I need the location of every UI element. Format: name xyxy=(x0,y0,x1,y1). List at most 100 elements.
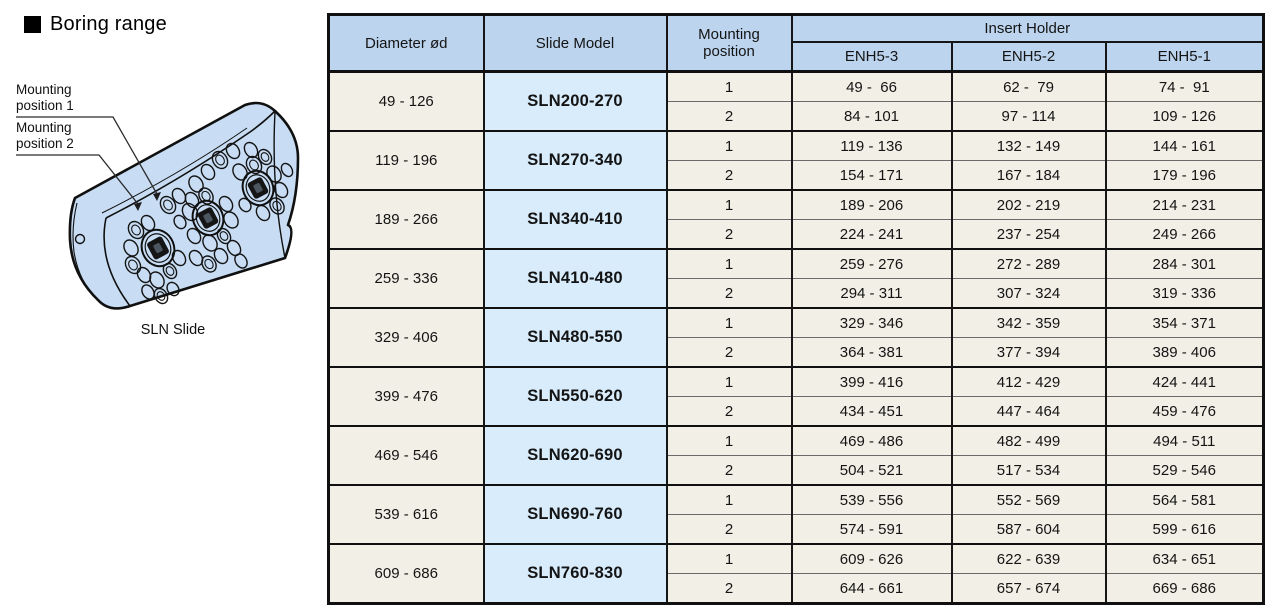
model-group: 49 - 126 SLN200-270 1 49 - 66 62 - 79 74… xyxy=(327,71,1265,131)
mounting-mark-2-icon xyxy=(134,202,142,211)
range-cell: 469 - 486 xyxy=(790,426,953,456)
diameter-cell: 609 - 686 xyxy=(327,544,485,604)
model-group: 539 - 616 SLN690-760 1 539 - 556 552 - 5… xyxy=(327,485,1265,544)
range-cell: 74 - 91 xyxy=(1104,71,1265,102)
model-cell: SLN760-830 xyxy=(482,544,668,604)
sln-slide-diagram xyxy=(16,101,300,310)
table-row: 2 294 - 311 307 - 324 319 - 336 xyxy=(329,278,1265,308)
range-cell: 154 - 171 xyxy=(790,160,953,190)
position-cell: 1 xyxy=(665,131,793,161)
range-cell: 144 - 161 xyxy=(1104,131,1265,161)
range-cell: 494 - 511 xyxy=(1104,426,1265,456)
table-row: 329 - 406 SLN480-550 1 329 - 346 342 - 3… xyxy=(327,308,1265,367)
table-row: 2 574 - 591 587 - 604 599 - 616 xyxy=(329,514,1265,544)
range-cell: 307 - 324 xyxy=(950,278,1107,308)
model-cell: SLN270-340 xyxy=(482,131,668,190)
range-cell: 587 - 604 xyxy=(950,514,1107,544)
range-cell: 294 - 311 xyxy=(790,278,953,308)
model-cell: SLN620-690 xyxy=(482,426,668,485)
range-cell: 214 - 231 xyxy=(1104,190,1265,220)
position-cell: 1 xyxy=(665,308,793,338)
range-cell: 564 - 581 xyxy=(1104,485,1265,515)
range-cell: 459 - 476 xyxy=(1104,396,1265,426)
position-cell: 1 xyxy=(665,367,793,397)
range-cell: 377 - 394 xyxy=(950,337,1107,367)
range-cell: 552 - 569 xyxy=(950,485,1107,515)
range-cell: 329 - 346 xyxy=(790,308,953,338)
table-row: 2 84 - 101 97 - 114 109 - 126 xyxy=(329,101,1265,131)
table-row: 49 - 126 SLN200-270 1 49 - 66 62 - 79 74… xyxy=(327,71,1265,131)
table-row: 2 504 - 521 517 - 534 529 - 546 xyxy=(329,455,1265,485)
position-cell: 2 xyxy=(665,514,793,544)
table-row: 2 364 - 381 377 - 394 389 - 406 xyxy=(329,337,1265,367)
header-insert-holder: Insert Holder xyxy=(790,13,1265,43)
header-slide-model: Slide Model xyxy=(482,13,668,73)
mounting-position-1-label: Mounting position 1 xyxy=(16,82,74,113)
model-cell: SLN690-760 xyxy=(482,485,668,544)
range-cell: 504 - 521 xyxy=(790,455,953,485)
boring-range-table-wrap: Diameter ød Slide Model Mounting positio… xyxy=(327,13,1265,605)
range-cell: 272 - 289 xyxy=(950,249,1107,279)
model-cell: SLN550-620 xyxy=(482,367,668,426)
position-cell: 2 xyxy=(665,101,793,131)
model-cell: SLN340-410 xyxy=(482,190,668,249)
diameter-cell: 329 - 406 xyxy=(327,308,485,367)
header-enh5-2: ENH5-2 xyxy=(950,41,1107,73)
table-header: Diameter ød Slide Model Mounting positio… xyxy=(327,13,1265,73)
range-cell: 599 - 616 xyxy=(1104,514,1265,544)
boring-range-table: Diameter ød Slide Model Mounting positio… xyxy=(327,13,1265,605)
table-row: 2 434 - 451 447 - 464 459 - 476 xyxy=(329,396,1265,426)
insert-socket xyxy=(140,228,176,268)
position-cell: 2 xyxy=(665,278,793,308)
range-cell: 424 - 441 xyxy=(1104,367,1265,397)
model-group: 259 - 336 SLN410-480 1 259 - 276 272 - 2… xyxy=(327,249,1265,308)
leader-line-2 xyxy=(16,154,139,205)
position-cell: 2 xyxy=(665,219,793,249)
diameter-cell: 119 - 196 xyxy=(327,131,485,190)
model-cell: SLN200-270 xyxy=(482,71,668,131)
range-cell: 434 - 451 xyxy=(790,396,953,426)
range-cell: 669 - 686 xyxy=(1104,573,1265,604)
range-cell: 179 - 196 xyxy=(1104,160,1265,190)
range-cell: 399 - 416 xyxy=(790,367,953,397)
model-cell: SLN480-550 xyxy=(482,308,668,367)
range-cell: 167 - 184 xyxy=(950,160,1107,190)
model-group: 119 - 196 SLN270-340 1 119 - 136 132 - 1… xyxy=(327,131,1265,190)
range-cell: 364 - 381 xyxy=(790,337,953,367)
table-row: 189 - 266 SLN340-410 1 189 - 206 202 - 2… xyxy=(327,190,1265,249)
diameter-cell: 189 - 266 xyxy=(327,190,485,249)
model-group: 609 - 686 SLN760-830 1 609 - 626 622 - 6… xyxy=(327,544,1265,604)
table-row: 2 224 - 241 237 - 254 249 - 266 xyxy=(329,219,1265,249)
mounting-position-2-label: Mounting position 2 xyxy=(16,120,74,151)
position-cell: 2 xyxy=(665,337,793,367)
leader-line-1 xyxy=(16,116,158,195)
range-cell: 249 - 266 xyxy=(1104,219,1265,249)
range-cell: 389 - 406 xyxy=(1104,337,1265,367)
diameter-cell: 469 - 546 xyxy=(327,426,485,485)
range-cell: 447 - 464 xyxy=(950,396,1107,426)
position-cell: 1 xyxy=(665,544,793,574)
range-cell: 319 - 336 xyxy=(1104,278,1265,308)
range-cell: 97 - 114 xyxy=(950,101,1107,131)
range-cell: 119 - 136 xyxy=(790,131,953,161)
range-cell: 574 - 591 xyxy=(790,514,953,544)
table-row: 469 - 546 SLN620-690 1 469 - 486 482 - 4… xyxy=(327,426,1265,485)
header-mounting-position: Mounting position xyxy=(665,13,793,73)
table-row: 399 - 476 SLN550-620 1 399 - 416 412 - 4… xyxy=(327,367,1265,426)
table-row: 2 154 - 171 167 - 184 179 - 196 xyxy=(329,160,1265,190)
range-cell: 529 - 546 xyxy=(1104,455,1265,485)
range-cell: 62 - 79 xyxy=(950,71,1107,102)
range-cell: 49 - 66 xyxy=(790,71,953,102)
section-heading: Boring range xyxy=(24,13,167,36)
table-row: 609 - 686 SLN760-830 1 609 - 626 622 - 6… xyxy=(327,544,1265,604)
range-cell: 354 - 371 xyxy=(1104,308,1265,338)
position-cell: 1 xyxy=(665,71,793,102)
range-cell: 132 - 149 xyxy=(950,131,1107,161)
position-cell: 1 xyxy=(665,249,793,279)
model-group: 189 - 266 SLN340-410 1 189 - 206 202 - 2… xyxy=(327,190,1265,249)
page-title: Boring range xyxy=(50,13,167,35)
position-cell: 2 xyxy=(665,455,793,485)
range-cell: 224 - 241 xyxy=(790,219,953,249)
diameter-cell: 49 - 126 xyxy=(327,71,485,131)
